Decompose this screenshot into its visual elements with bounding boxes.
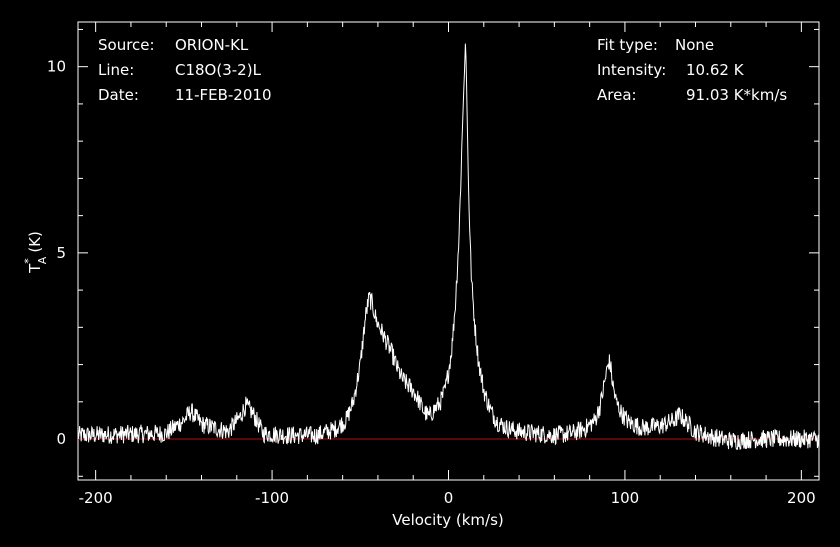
x-ticks: -200 -100 0 100 200 (79, 22, 816, 507)
y-axis-label-sup: * (22, 258, 35, 264)
x-tick-label: 100 (611, 489, 640, 507)
intensity-key: Intensity: (597, 61, 666, 79)
y-axis-label-sub: A (36, 256, 49, 264)
area-value: 91.03 K*km/s (686, 86, 787, 104)
y-tick-label: 0 (56, 430, 66, 448)
x-tick-label: 200 (787, 489, 816, 507)
date-value: 11-FEB-2010 (175, 86, 271, 104)
fit-type-value: None (675, 36, 714, 54)
line-key: Line: (98, 61, 134, 79)
date-key: Date: (98, 86, 139, 104)
y-axis-label-main: T (26, 263, 44, 274)
line-value: C18O(3-2)L (175, 61, 262, 79)
area-key: Area: (597, 86, 637, 104)
y-tick-label: 10 (47, 58, 66, 76)
x-axis-label: Velocity (km/s) (392, 511, 503, 529)
x-tick-label: -100 (255, 489, 289, 507)
intensity-value: 10.62 K (686, 61, 745, 79)
spectrum-line (77, 43, 820, 451)
y-axis-label: T*A (K) (22, 231, 49, 274)
y-tick-label: 5 (56, 244, 66, 262)
svg-text:T*A(K): T*A (K) (22, 231, 49, 274)
y-axis-label-unit: (K) (26, 231, 44, 253)
source-value: ORION-KL (175, 36, 249, 54)
fit-type-key: Fit type: (597, 36, 658, 54)
x-tick-label: -200 (79, 489, 113, 507)
source-key: Source: (98, 36, 155, 54)
x-tick-label: 0 (444, 489, 454, 507)
y-ticks: 0 5 10 (47, 28, 819, 477)
